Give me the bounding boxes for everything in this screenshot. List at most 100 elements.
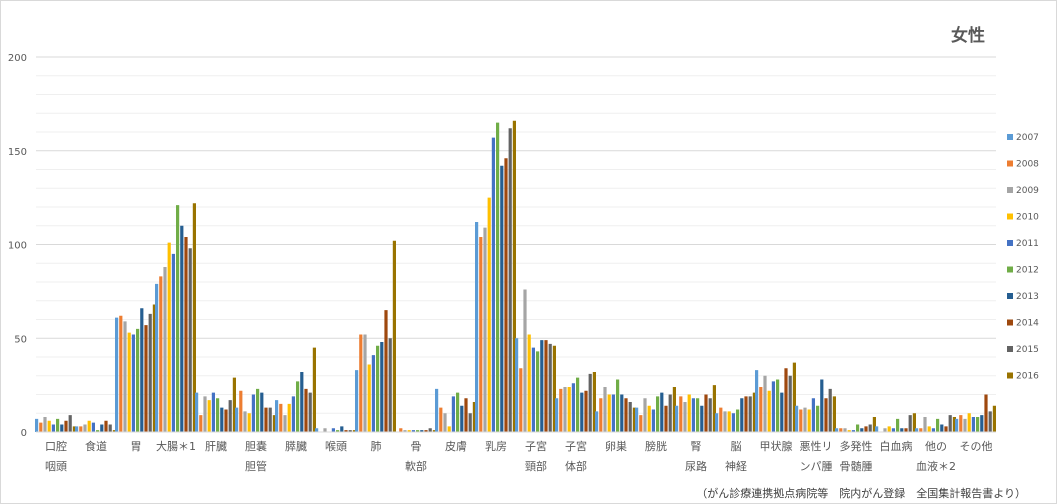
bar-2010: [927, 426, 931, 432]
legend-swatch-2007: [1007, 134, 1013, 140]
bar-2011: [51, 424, 55, 432]
x-tick-label: 子宮: [525, 439, 547, 453]
legend-swatch-2015: [1007, 346, 1013, 352]
bar-2008: [599, 398, 603, 432]
bar-2011: [651, 409, 655, 432]
bar-2014: [424, 430, 428, 432]
legend-label: 2012: [1016, 266, 1039, 276]
bar-2015: [228, 400, 232, 432]
bar-2009: [923, 417, 927, 432]
bar-2016: [152, 304, 156, 432]
bar-2011: [131, 334, 135, 432]
bar-2007: [475, 222, 479, 432]
bar-2009: [483, 227, 487, 432]
bar-2010: [527, 334, 531, 432]
legend-swatch-2008: [1007, 160, 1013, 167]
bar-2010: [407, 430, 411, 432]
bar-2013: [420, 430, 424, 432]
bar-2010: [767, 390, 771, 432]
bar-2012: [976, 417, 980, 432]
bar-2011: [451, 396, 455, 432]
bar-2013: [60, 424, 64, 432]
bar-2013: [660, 392, 664, 432]
bar-2011: [971, 417, 975, 432]
bar-2015: [308, 392, 312, 432]
bar-2011: [171, 253, 175, 432]
bar-2008: [479, 237, 483, 432]
bar-2013: [820, 379, 824, 432]
bar-2010: [967, 413, 971, 432]
bar-2010: [567, 387, 571, 432]
bar-2009: [843, 428, 847, 432]
bar-2016: [872, 417, 876, 432]
bar-2009: [803, 407, 807, 432]
bar-2011: [891, 428, 895, 432]
bar-2015: [388, 338, 392, 432]
bar-2014: [224, 409, 228, 432]
bar-2012: [136, 328, 140, 432]
bar-2008: [119, 315, 123, 432]
bar-2011: [931, 428, 935, 432]
bar-2007: [675, 405, 679, 432]
bar-2016: [72, 426, 76, 432]
bar-2007: [35, 418, 39, 432]
x-tick-label: 胆嚢: [245, 439, 267, 453]
x-tick-label: 膵臓: [285, 440, 307, 453]
bar-2009: [323, 428, 327, 432]
bar-2013: [220, 407, 224, 432]
x-tick-label: 多発性: [840, 439, 873, 453]
bar-2012: [336, 430, 340, 432]
x-tick-label: 尿路: [685, 460, 707, 473]
bar-2016: [272, 415, 276, 432]
bar-2009: [683, 402, 687, 432]
bar-2016: [592, 372, 596, 432]
legend-label: 2010: [1016, 213, 1039, 223]
bar-2012: [216, 398, 220, 432]
bar-2010: [607, 394, 611, 432]
bar-2011: [851, 430, 855, 432]
bar-2016: [952, 417, 956, 432]
bar-2010: [207, 400, 211, 432]
bar-2012: [256, 388, 260, 432]
bar-2016: [832, 396, 836, 432]
bar-2012: [896, 418, 900, 432]
bar-2016: [672, 387, 676, 432]
bar-2013: [940, 424, 944, 432]
bar-2008: [919, 428, 923, 432]
bar-2007: [275, 400, 279, 432]
bar-2016: [512, 120, 516, 432]
bar-2011: [411, 430, 415, 432]
x-tick-label: 甲状腺: [760, 439, 793, 453]
bar-2009: [203, 396, 207, 432]
bar-2015: [988, 411, 992, 432]
bar-2008: [159, 276, 163, 432]
bar-2013: [900, 428, 904, 432]
bar-2014: [264, 407, 268, 432]
bar-2010: [487, 197, 491, 432]
bar-2013: [380, 342, 384, 432]
x-tick-label: 咽頭: [45, 460, 67, 473]
bar-2007: [355, 370, 359, 432]
bar-2009: [243, 411, 247, 432]
bar-2012: [56, 418, 60, 432]
bar-2013: [540, 340, 544, 432]
bar-2008: [39, 422, 43, 432]
x-tick-label: 腎: [691, 440, 702, 453]
bar-2013: [140, 308, 144, 432]
bar-2011: [491, 137, 495, 432]
bar-2008: [759, 387, 763, 432]
bar-2014: [504, 158, 508, 432]
bar-2011: [611, 394, 615, 432]
bar-2007: [875, 426, 879, 432]
bar-2007: [515, 338, 519, 432]
x-tick-label: 頸部: [525, 459, 547, 473]
bar-2010: [87, 420, 91, 432]
bar-2008: [199, 415, 203, 432]
bar-2015: [188, 248, 192, 432]
bar-2014: [944, 426, 948, 432]
bar-2009: [763, 375, 767, 432]
legend-label: 2007: [1016, 133, 1039, 143]
bar-2011: [251, 394, 255, 432]
x-tick-label: 他の: [925, 440, 947, 453]
